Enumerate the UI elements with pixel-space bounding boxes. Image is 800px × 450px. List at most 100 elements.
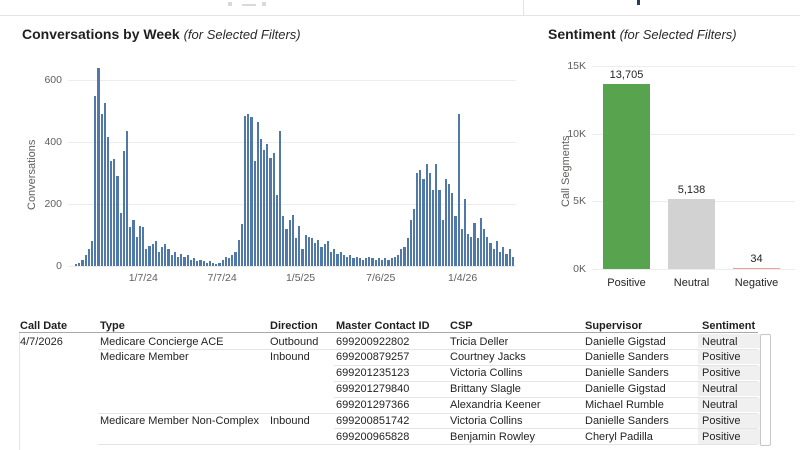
conversation-week-bar[interactable] <box>409 219 412 266</box>
conversation-week-bar[interactable] <box>304 235 307 266</box>
conversation-week-bar[interactable] <box>285 228 288 266</box>
conversation-week-bar[interactable] <box>231 255 234 266</box>
conversation-week-bar[interactable] <box>307 236 310 266</box>
conversation-week-bar[interactable] <box>247 114 250 266</box>
table-cell[interactable]: 699200965828 <box>336 430 410 443</box>
table-cell[interactable]: Danielle Gigstad <box>585 335 666 348</box>
conversation-week-bar[interactable] <box>196 261 199 266</box>
table-cell[interactable]: Cheryl Padilla <box>585 430 653 443</box>
conversation-week-bar[interactable] <box>189 259 192 266</box>
conversation-week-bar[interactable] <box>444 179 447 266</box>
conversation-week-bar[interactable] <box>294 238 298 266</box>
table-cell[interactable]: 699200851742 <box>336 415 410 427</box>
conversation-week-bar[interactable] <box>116 176 119 266</box>
conversation-week-bar[interactable] <box>438 190 441 266</box>
conversation-week-bar[interactable] <box>259 138 263 266</box>
conversation-week-bar[interactable] <box>502 247 505 266</box>
conversation-week-bar[interactable] <box>97 67 100 266</box>
conversation-week-bar[interactable] <box>447 183 451 266</box>
table-cell[interactable]: Courtney Jacks <box>450 351 526 364</box>
sentiment-bar-negative[interactable] <box>733 267 780 269</box>
conversation-week-bar[interactable] <box>119 213 122 266</box>
conversation-week-bar[interactable] <box>505 253 508 266</box>
column-header-master-contact-id[interactable]: Master Contact ID <box>336 320 430 332</box>
conversation-week-bar[interactable] <box>177 256 180 266</box>
conversation-week-bar[interactable] <box>473 222 476 266</box>
conversation-week-bar[interactable] <box>358 258 361 266</box>
conversation-week-bar[interactable] <box>435 163 438 266</box>
conversation-week-bar[interactable] <box>454 216 457 266</box>
conversation-week-bar[interactable] <box>113 159 116 266</box>
conversation-week-bar[interactable] <box>486 236 489 266</box>
conversation-week-bar[interactable] <box>298 225 301 266</box>
conversation-week-bar[interactable] <box>81 259 84 266</box>
conversation-week-bar[interactable] <box>291 214 294 266</box>
conversation-week-bar[interactable] <box>393 256 396 266</box>
conversation-week-bar[interactable] <box>384 258 387 266</box>
conversation-week-bar[interactable] <box>148 245 151 266</box>
conversation-week-bar[interactable] <box>90 241 94 266</box>
conversation-week-bar[interactable] <box>75 264 78 266</box>
conversation-week-bar[interactable] <box>403 247 406 266</box>
conversation-week-bar[interactable] <box>489 242 492 266</box>
table-cell[interactable]: Alexandria Keener <box>450 399 541 412</box>
conversation-week-bar[interactable] <box>151 244 154 266</box>
table-cell[interactable]: Tricia Deller <box>450 335 509 348</box>
conversation-week-bar[interactable] <box>419 169 422 266</box>
table-cell[interactable]: Neutral <box>702 335 738 348</box>
conversation-week-bar[interactable] <box>333 248 336 266</box>
table-cell[interactable]: 699201297366 <box>336 399 410 412</box>
conversation-week-bar[interactable] <box>78 262 81 266</box>
conversation-week-bar[interactable] <box>476 238 479 266</box>
conversation-week-bar[interactable] <box>412 208 416 266</box>
conversation-week-bar[interactable] <box>288 219 291 266</box>
conversation-week-bar[interactable] <box>100 114 103 266</box>
table-cell[interactable]: Medicare Member Non-Complex <box>100 415 259 427</box>
table-cell[interactable]: 699201235123 <box>336 367 410 380</box>
conversation-week-bar[interactable] <box>208 261 212 266</box>
column-header-direction[interactable]: Direction <box>270 320 318 332</box>
conversation-week-bar[interactable] <box>224 256 227 266</box>
conversation-week-bar[interactable] <box>390 258 393 266</box>
conversation-week-bar[interactable] <box>336 253 339 266</box>
conversation-week-bar[interactable] <box>451 193 454 266</box>
conversation-week-bar[interactable] <box>180 253 183 266</box>
conversation-week-bar[interactable] <box>361 259 365 266</box>
conversation-week-bar[interactable] <box>94 95 97 266</box>
conversation-week-bar[interactable] <box>87 248 90 266</box>
table-cell[interactable]: Outbound <box>270 335 319 348</box>
conversation-week-bar[interactable] <box>479 218 482 266</box>
conversation-week-bar[interactable] <box>132 219 135 266</box>
sentiment-bar-neutral[interactable] <box>668 199 715 269</box>
conversation-week-bar[interactable] <box>228 258 231 266</box>
conversation-week-bar[interactable] <box>467 233 470 266</box>
conversation-week-bar[interactable] <box>355 256 358 266</box>
conversation-week-bar[interactable] <box>167 248 170 266</box>
column-header-supervisor[interactable]: Supervisor <box>585 320 643 332</box>
conversation-week-bar[interactable] <box>141 227 145 266</box>
conversation-week-bar[interactable] <box>192 258 196 266</box>
conversation-week-bar[interactable] <box>374 259 377 266</box>
conversation-week-bar[interactable] <box>492 248 495 266</box>
conversation-week-bar[interactable] <box>279 131 282 266</box>
conversation-week-bar[interactable] <box>314 242 317 266</box>
table-cell[interactable]: 4/7/2026 <box>20 335 63 348</box>
conversation-week-bar[interactable] <box>84 255 87 266</box>
conversation-week-bar[interactable] <box>428 173 431 266</box>
table-cell[interactable]: Brittany Slagle <box>450 383 521 396</box>
conversation-week-bar[interactable] <box>205 262 208 266</box>
conversation-week-bar[interactable] <box>106 137 110 266</box>
table-cell[interactable]: Medicare Concierge ACE <box>100 335 224 348</box>
table-cell[interactable]: Danielle Sanders <box>585 351 669 364</box>
conversation-week-bar[interactable] <box>269 157 272 266</box>
table-cell[interactable]: Benjamin Rowley <box>450 430 535 443</box>
conversation-week-bar[interactable] <box>365 258 368 266</box>
conversation-week-bar[interactable] <box>161 247 164 266</box>
scrollbar-thumb[interactable] <box>760 334 771 446</box>
conversation-week-bar[interactable] <box>330 252 333 266</box>
conversation-week-bar[interactable] <box>199 259 202 266</box>
table-cell[interactable]: Neutral <box>702 399 738 412</box>
conversation-week-bar[interactable] <box>483 228 486 266</box>
conversation-week-bar[interactable] <box>164 244 167 266</box>
conversation-week-bar[interactable] <box>317 239 320 266</box>
